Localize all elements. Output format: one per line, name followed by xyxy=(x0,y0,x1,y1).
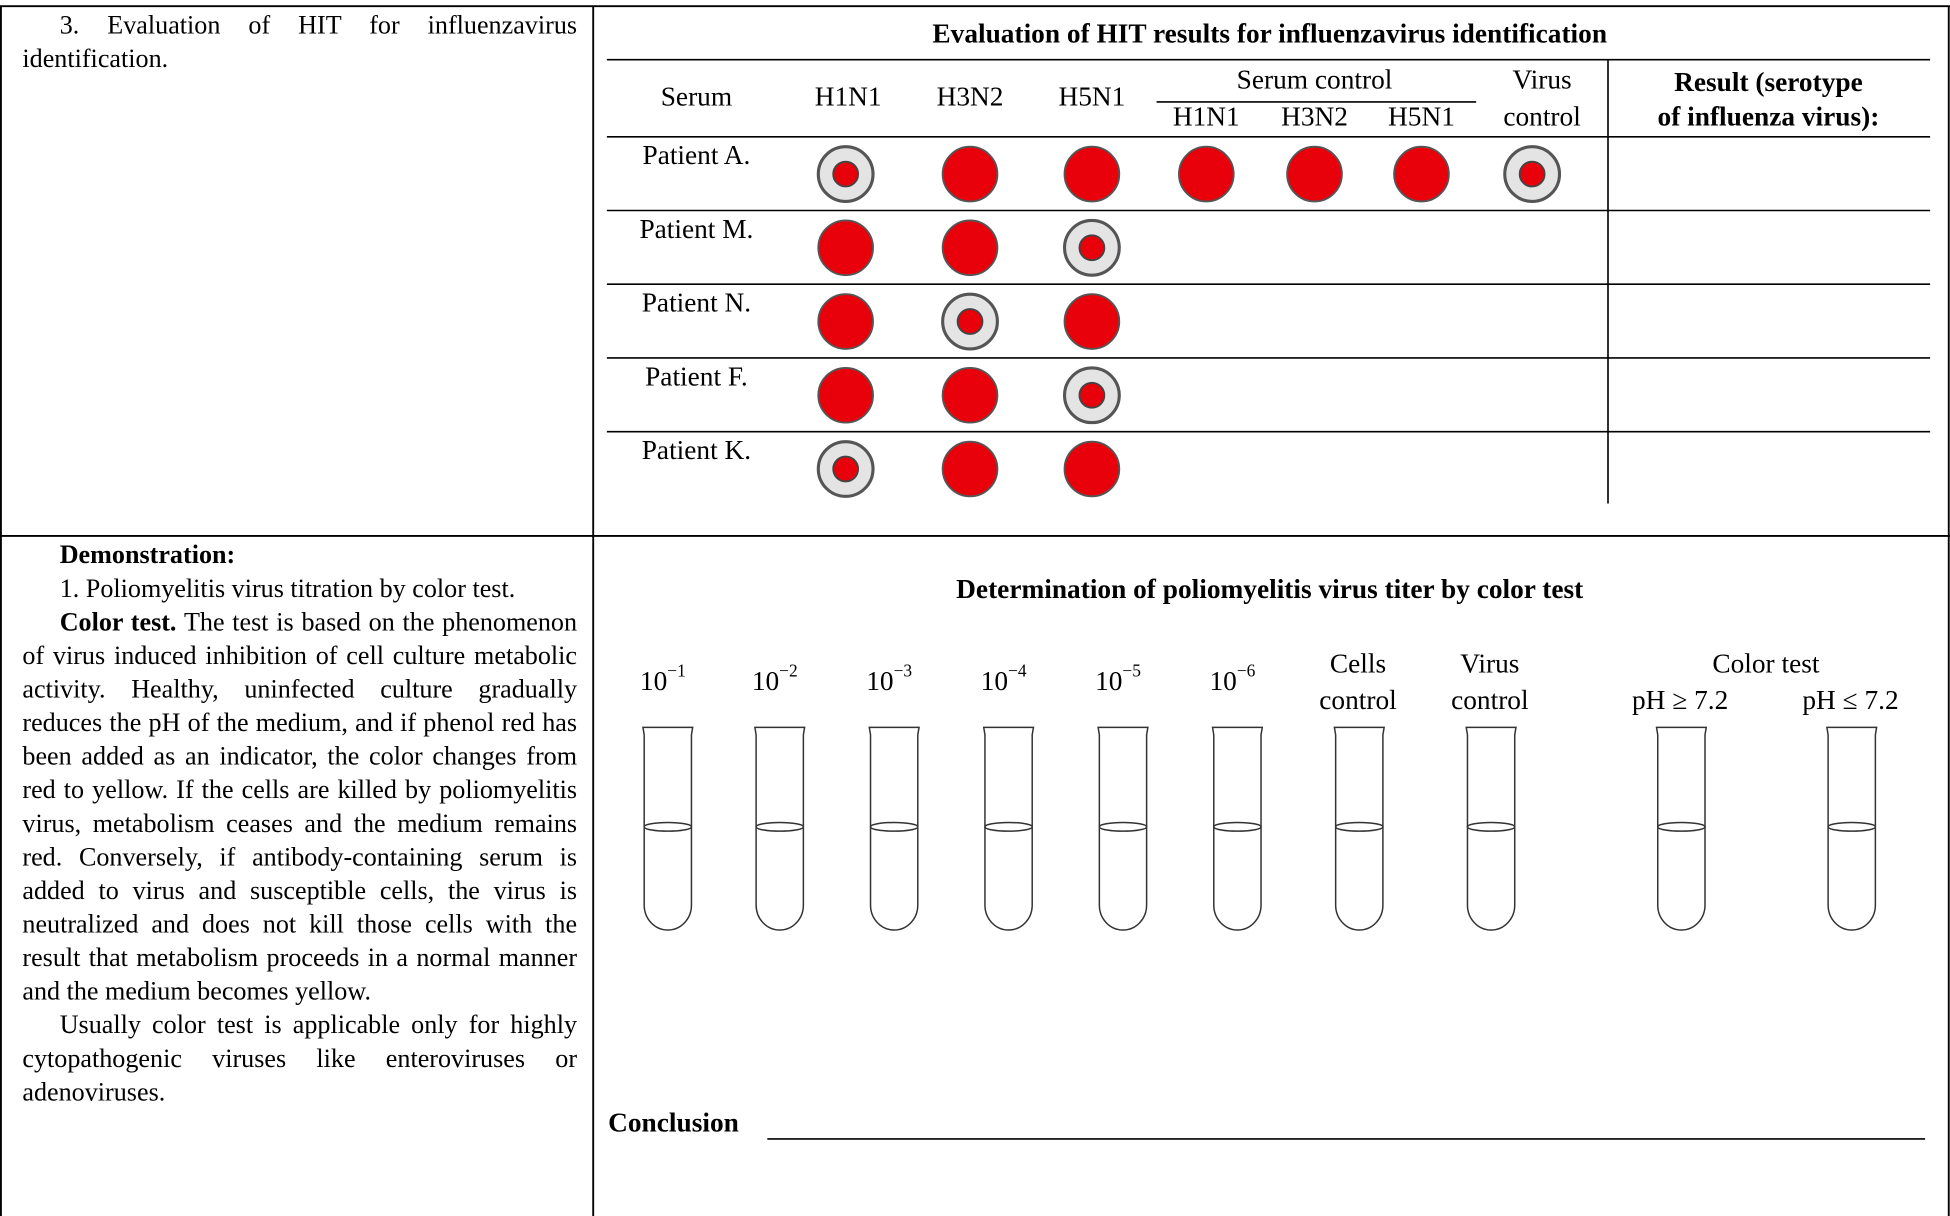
header: H1N1 xyxy=(1173,102,1240,132)
well-dot xyxy=(1518,160,1546,188)
row-label: Patient F. xyxy=(645,361,748,391)
text: The test is based on the phenomenon of v… xyxy=(22,606,578,1006)
left-top: 3. Evaluation of HIT for influenzavirus … xyxy=(22,9,577,76)
well-full xyxy=(1286,145,1343,203)
color-test: Color test. The test is based on the phen… xyxy=(22,606,577,1009)
exponent: −2 xyxy=(779,661,798,681)
label: Virus xyxy=(1460,649,1519,679)
liquid-level xyxy=(984,821,1033,832)
label: Color test xyxy=(1712,649,1820,679)
liquid-level xyxy=(755,821,805,832)
label: pH ≥ 7.2 xyxy=(1632,685,1728,715)
liquid-level xyxy=(643,821,693,832)
liquid-level xyxy=(1213,821,1262,832)
liquid-level xyxy=(1334,821,1384,832)
task: 3. Evaluation of HIT for influenzavirus … xyxy=(22,9,578,74)
exponent: −4 xyxy=(1008,661,1027,681)
well-full xyxy=(1063,145,1121,203)
tube xyxy=(1655,726,1708,931)
tube xyxy=(1825,726,1878,931)
well-full xyxy=(817,366,874,424)
tube xyxy=(753,726,806,931)
well-full xyxy=(1393,145,1450,203)
label: control xyxy=(1451,685,1529,715)
item: 1. Poliomyelitis virus titration by colo… xyxy=(59,573,516,604)
dilution: 10−5 xyxy=(1095,661,1141,696)
label: Cells xyxy=(1330,649,1386,679)
label: pH ≤ 7.2 xyxy=(1802,685,1898,715)
dilution: 10−2 xyxy=(752,661,798,696)
base: 10 xyxy=(640,666,667,696)
well-full xyxy=(1063,293,1121,350)
base: 10 xyxy=(981,666,1008,696)
dilution: 10−3 xyxy=(866,661,912,696)
header: H3N2 xyxy=(1281,102,1348,132)
header: Serum control xyxy=(1237,64,1393,94)
row-label: Patient M. xyxy=(639,214,753,244)
dilution: 10−4 xyxy=(981,661,1027,696)
lead: Color test. xyxy=(59,606,177,637)
header: control xyxy=(1503,102,1581,132)
base: 10 xyxy=(1095,666,1122,696)
well-full xyxy=(941,145,999,203)
demonstration: Demonstration: 1. Poliomyelitis virus ti… xyxy=(22,538,577,1109)
liquid-level xyxy=(869,821,919,832)
well-full xyxy=(941,440,999,498)
liquid-level xyxy=(1466,821,1516,832)
row-label: Patient K. xyxy=(642,435,751,465)
header: of influenza virus): xyxy=(1658,102,1880,132)
table-title: Evaluation of HIT results for influenzav… xyxy=(932,18,1607,48)
base: 10 xyxy=(1209,666,1236,696)
conclusion: Conclusion xyxy=(608,1108,739,1138)
liquid-level xyxy=(1098,821,1148,832)
dilution: 10−6 xyxy=(1209,661,1255,696)
hit-table: Evaluation of HIT results for influenzav… xyxy=(606,18,1931,504)
borders xyxy=(0,5,1950,1216)
header: Result (serotype xyxy=(1674,67,1863,97)
heading: Demonstration: xyxy=(59,539,236,570)
header: H5N1 xyxy=(1388,102,1455,132)
note: Usually color test is applicable only fo… xyxy=(22,1009,578,1107)
row-label: Patient A. xyxy=(642,140,750,170)
well-dot xyxy=(832,160,860,188)
header: Serum xyxy=(661,82,732,112)
well-full xyxy=(1178,145,1235,203)
well-full xyxy=(941,366,999,424)
well-full xyxy=(941,219,999,277)
base: 10 xyxy=(866,666,893,696)
tube xyxy=(642,726,694,931)
well-dot xyxy=(1078,234,1106,262)
exponent: −1 xyxy=(667,661,686,681)
header: H3N2 xyxy=(937,82,1004,112)
well-dot xyxy=(956,308,984,335)
base: 10 xyxy=(752,666,779,696)
well-full xyxy=(1063,440,1121,498)
tube xyxy=(1211,726,1264,931)
row-label: Patient N. xyxy=(642,288,751,318)
exponent: −3 xyxy=(894,661,913,681)
dilution: 10−1 xyxy=(640,661,686,696)
well-dot xyxy=(1078,381,1106,409)
well-full xyxy=(817,293,874,350)
tube xyxy=(1465,726,1517,931)
section-title: Determination of poliomyelitis virus tit… xyxy=(956,574,1583,604)
liquid-level xyxy=(1656,821,1706,832)
well-dot xyxy=(832,455,860,483)
header: H1N1 xyxy=(815,82,882,112)
header: Virus xyxy=(1513,64,1572,94)
tube xyxy=(868,726,920,931)
titration: Determination of poliomyelitis virus tit… xyxy=(608,574,1926,1140)
tube xyxy=(982,726,1035,931)
tube xyxy=(1333,726,1386,931)
liquid-level xyxy=(1827,821,1877,832)
well-full xyxy=(817,219,874,277)
exponent: −6 xyxy=(1237,661,1256,681)
tube xyxy=(1097,726,1149,931)
header: H5N1 xyxy=(1058,82,1125,112)
label: control xyxy=(1319,685,1397,715)
exponent: −5 xyxy=(1122,661,1141,681)
